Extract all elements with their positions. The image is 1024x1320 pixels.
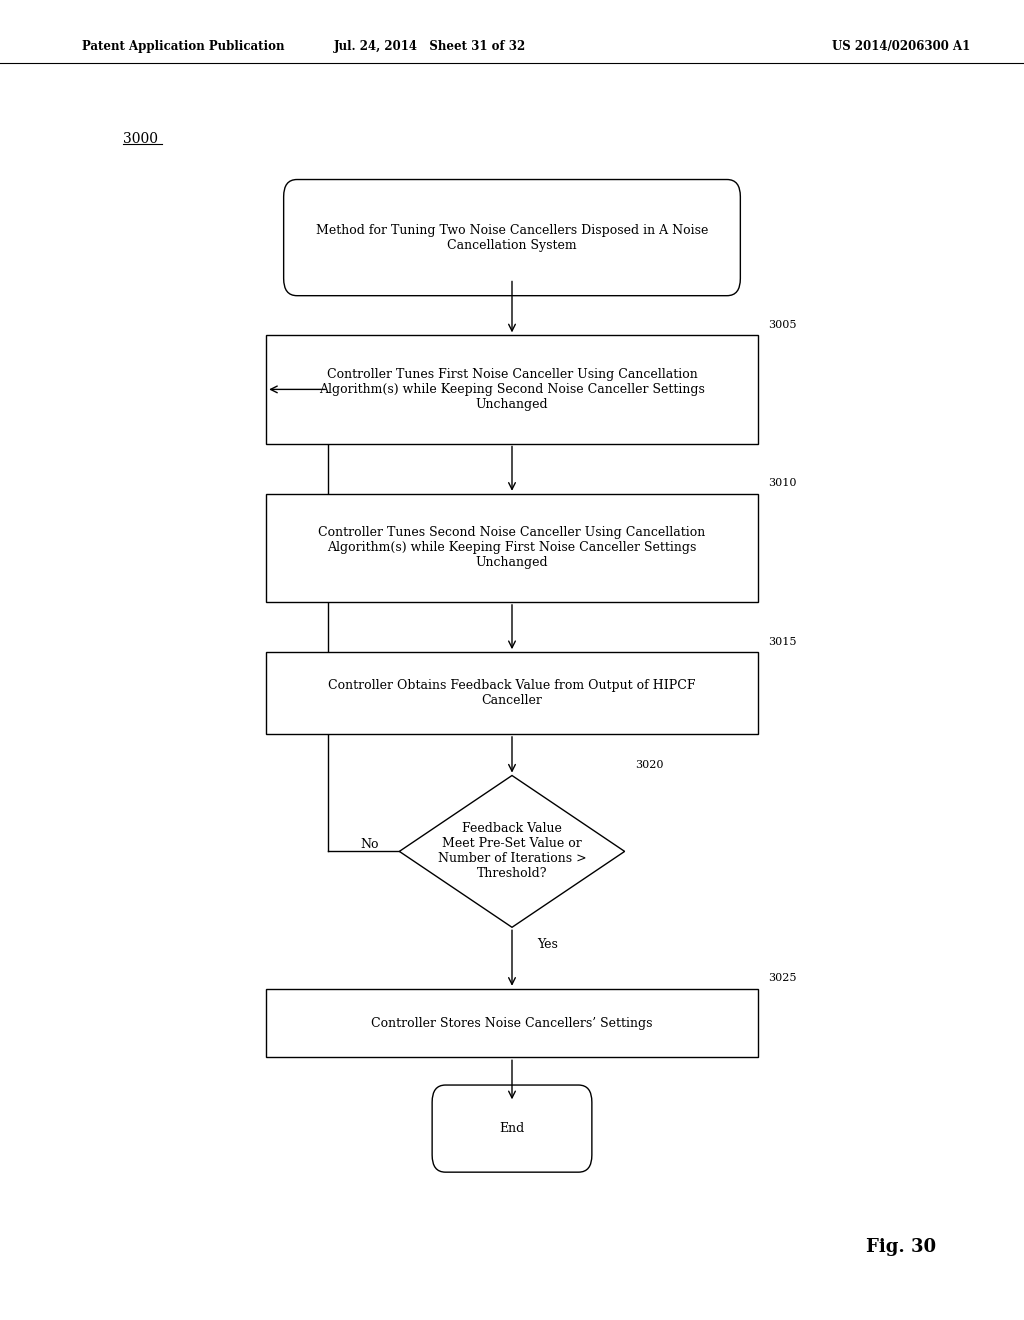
Bar — [266, 494, 758, 602]
Text: Feedback Value
Meet Pre-Set Value or
Number of Iterations >
Threshold?: Feedback Value Meet Pre-Set Value or Num… — [437, 822, 587, 880]
FancyBboxPatch shape — [432, 1085, 592, 1172]
Text: Controller Tunes First Noise Canceller Using Cancellation
Algorithm(s) while Kee: Controller Tunes First Noise Canceller U… — [319, 368, 705, 411]
Bar — [266, 652, 758, 734]
Text: 3000: 3000 — [123, 132, 158, 145]
FancyBboxPatch shape — [284, 180, 740, 296]
Text: Patent Application Publication: Patent Application Publication — [82, 40, 285, 53]
Text: 3015: 3015 — [768, 636, 797, 647]
Text: Fig. 30: Fig. 30 — [866, 1238, 936, 1257]
Text: Yes: Yes — [538, 937, 558, 950]
Bar — [266, 989, 758, 1057]
Text: Method for Tuning Two Noise Cancellers Disposed in A Noise
Cancellation System: Method for Tuning Two Noise Cancellers D… — [315, 223, 709, 252]
Text: Controller Tunes Second Noise Canceller Using Cancellation
Algorithm(s) while Ke: Controller Tunes Second Noise Canceller … — [318, 527, 706, 569]
Text: 3025: 3025 — [768, 973, 797, 983]
Bar — [266, 335, 758, 444]
Text: Controller Obtains Feedback Value from Output of HIPCF
Canceller: Controller Obtains Feedback Value from O… — [329, 678, 695, 708]
Text: Jul. 24, 2014   Sheet 31 of 32: Jul. 24, 2014 Sheet 31 of 32 — [334, 40, 526, 53]
Text: US 2014/0206300 A1: US 2014/0206300 A1 — [831, 40, 971, 53]
Text: End: End — [500, 1122, 524, 1135]
Polygon shape — [399, 776, 625, 927]
Text: No: No — [360, 838, 379, 851]
Text: 3005: 3005 — [768, 319, 797, 330]
Text: 3010: 3010 — [768, 478, 797, 488]
Text: Controller Stores Noise Cancellers’ Settings: Controller Stores Noise Cancellers’ Sett… — [372, 1016, 652, 1030]
Text: 3020: 3020 — [635, 760, 664, 771]
